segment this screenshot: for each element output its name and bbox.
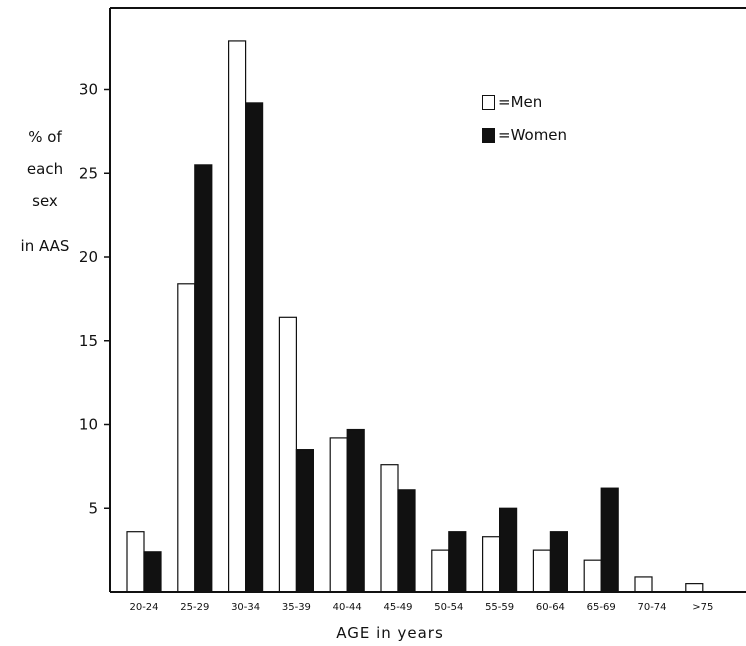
bar-women-65-69 (600, 487, 619, 593)
y-axis-label-line-4: in AAS (20, 237, 70, 255)
y-axis-label-line-1: % of (28, 128, 62, 146)
legend-swatch-women (482, 127, 495, 143)
bar-men-55-59 (482, 536, 501, 593)
x-tick-label-45-49: 45-49 (383, 602, 412, 613)
legend-item-men: =Men (482, 92, 542, 112)
bar-men-20-24 (126, 531, 145, 593)
y-ticks-group: 5 10 15 20 25 30 (79, 81, 110, 517)
x-tick-label-30-34: 30-34 (231, 602, 260, 613)
x-axis-label: AGE in years (336, 624, 444, 642)
legend-swatch-men (482, 94, 495, 110)
bar-women-50-54 (448, 531, 467, 593)
x-tick-label-40-44: 40-44 (333, 602, 362, 613)
x-tick-label-55-59: 55-59 (485, 602, 514, 613)
y-axis-label-line-3: sex (32, 192, 58, 210)
y-tick-label-30: 30 (79, 81, 98, 99)
bar-women-25-29 (194, 164, 213, 593)
x-tick-label-70-74: 70-74 (637, 602, 666, 613)
bar-women-20-24 (143, 551, 162, 593)
x-ticks-group: 20-24 25-29 30-34 35-39 40-44 45-49 50-54 55-59… (129, 602, 713, 613)
bar-women-35-39 (295, 449, 314, 593)
bar-women-30-34 (245, 102, 264, 593)
x-tick-label-65-69: 65-69 (587, 602, 616, 613)
y-tick-label-20: 20 (79, 248, 98, 266)
bar-men-45-49 (380, 464, 399, 593)
x-tick-label-50-54: 50-54 (434, 602, 463, 613)
bar-men-35-39 (278, 316, 297, 593)
bar-men-60-64 (532, 549, 552, 593)
x-tick-label-35-39: 35-39 (282, 602, 311, 613)
bar-men-40-44 (329, 437, 348, 593)
bar-men-30-34 (228, 40, 247, 593)
x-tick-label-25-29: 25-29 (180, 602, 209, 613)
y-axis-label-line-2: each (26, 160, 64, 178)
bar-women-55-59 (499, 507, 518, 593)
bar-women-40-44 (346, 428, 365, 593)
legend-label-men: =Men (498, 93, 543, 111)
bar-men-70-74 (634, 576, 653, 593)
bar-men-65-69 (583, 559, 602, 593)
bars-group (126, 40, 704, 593)
bar-men-50-54 (431, 549, 450, 593)
x-tick-label-75: >75 (692, 602, 713, 613)
y-tick-label-25: 25 (79, 164, 98, 182)
y-tick-label-15: 15 (79, 332, 98, 350)
bar-men-25-29 (177, 283, 196, 593)
x-tick-label-20-24: 20-24 (129, 602, 158, 613)
legend-item-women: =Women (482, 125, 567, 145)
bar-men-75 (685, 583, 704, 593)
bar-women-60-64 (549, 531, 569, 593)
x-tick-label-60-64: 60-64 (536, 602, 565, 613)
y-tick-label-10: 10 (79, 416, 98, 434)
bar-women-45-49 (397, 489, 416, 593)
legend-label-women: =Women (498, 126, 568, 144)
axes-group (109, 7, 746, 593)
y-tick-label-5: 5 (88, 499, 98, 517)
